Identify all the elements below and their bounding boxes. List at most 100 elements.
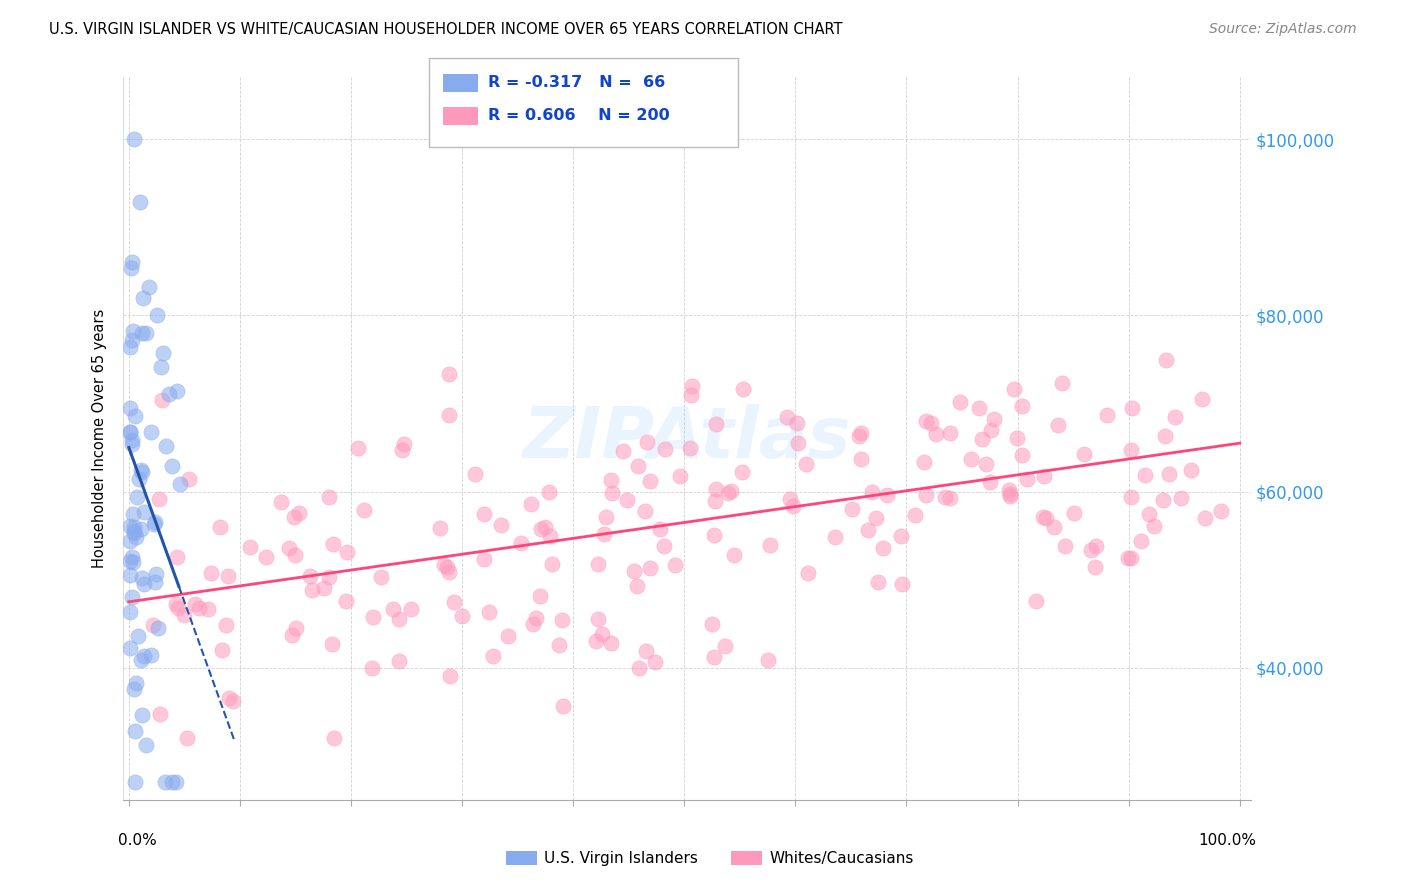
Point — [131, 326, 153, 341]
Point — [381, 601, 404, 615]
Point — [890, 529, 912, 543]
Point — [934, 490, 956, 504]
Point — [634, 644, 657, 658]
Point — [644, 655, 666, 669]
Text: R = 0.606    N = 200: R = 0.606 N = 200 — [488, 108, 669, 122]
Point — [1002, 382, 1025, 396]
Point — [281, 628, 304, 642]
Point — [157, 387, 180, 401]
Point — [1032, 469, 1054, 483]
Point — [1209, 504, 1232, 518]
Point — [626, 578, 648, 592]
Point — [627, 661, 650, 675]
Point — [200, 566, 222, 580]
Point — [122, 132, 145, 146]
Point — [437, 408, 460, 422]
Point — [437, 566, 460, 580]
Point — [1121, 442, 1143, 457]
Point — [1005, 431, 1028, 445]
Point — [360, 661, 382, 675]
Point — [586, 612, 609, 626]
Point — [654, 442, 676, 457]
Point — [636, 435, 658, 450]
Point — [120, 401, 142, 416]
Point — [131, 653, 153, 667]
Point — [139, 648, 162, 663]
Point — [797, 566, 820, 581]
Point — [974, 457, 997, 471]
Point — [912, 455, 935, 469]
Point — [118, 425, 141, 439]
Point — [149, 706, 172, 721]
Point — [924, 426, 946, 441]
Point — [600, 486, 623, 500]
Point — [254, 549, 277, 564]
Point — [538, 484, 561, 499]
Point — [129, 522, 152, 536]
Point — [731, 465, 754, 479]
Point — [496, 629, 519, 643]
Point — [211, 643, 233, 657]
Point — [464, 467, 486, 482]
Point — [959, 452, 981, 467]
Point — [704, 482, 727, 496]
Point — [522, 616, 544, 631]
Point — [284, 549, 307, 563]
Point — [529, 589, 551, 603]
Point — [600, 636, 623, 650]
Point — [388, 654, 411, 668]
Point — [145, 567, 167, 582]
Point — [979, 475, 1001, 489]
Point — [704, 494, 727, 508]
Point — [720, 484, 742, 499]
Point — [439, 669, 461, 683]
Point — [1035, 511, 1057, 525]
Point — [714, 639, 737, 653]
Point — [983, 412, 1005, 426]
Point — [166, 384, 188, 398]
Point — [128, 195, 150, 210]
Point — [121, 436, 143, 450]
Point — [1180, 463, 1202, 477]
Point — [165, 775, 187, 789]
Point — [120, 554, 142, 568]
Point — [118, 605, 141, 619]
Point — [1121, 401, 1143, 416]
Point — [1043, 520, 1066, 534]
Point — [534, 520, 557, 534]
Point — [138, 279, 160, 293]
Point — [312, 581, 335, 595]
Point — [1032, 510, 1054, 524]
Point — [188, 601, 211, 615]
Point — [1152, 493, 1174, 508]
Point — [868, 574, 890, 589]
Point — [437, 368, 460, 382]
Text: 100.0%: 100.0% — [1198, 832, 1257, 847]
Text: U.S. Virgin Islanders: U.S. Virgin Islanders — [544, 851, 697, 865]
Point — [429, 521, 451, 535]
Point — [733, 382, 755, 396]
Point — [949, 394, 972, 409]
Point — [166, 550, 188, 565]
Point — [915, 487, 938, 501]
Point — [318, 570, 340, 584]
Point — [756, 653, 779, 667]
Point — [176, 731, 198, 746]
Point — [553, 698, 575, 713]
Point — [1191, 392, 1213, 407]
Point — [776, 410, 799, 425]
Point — [1011, 400, 1033, 414]
Point — [148, 491, 170, 506]
Point — [124, 676, 146, 690]
Point — [848, 428, 870, 442]
Point — [391, 443, 413, 458]
Point — [759, 538, 782, 552]
Point — [1050, 376, 1073, 390]
Point — [787, 435, 810, 450]
Point — [481, 648, 503, 663]
Point — [363, 610, 385, 624]
Text: ZIPAtlas: ZIPAtlas — [523, 404, 851, 474]
Text: R = -0.317   N =  66: R = -0.317 N = 66 — [488, 75, 665, 89]
Text: Whites/Caucasians: Whites/Caucasians — [769, 851, 914, 865]
Point — [208, 520, 231, 534]
